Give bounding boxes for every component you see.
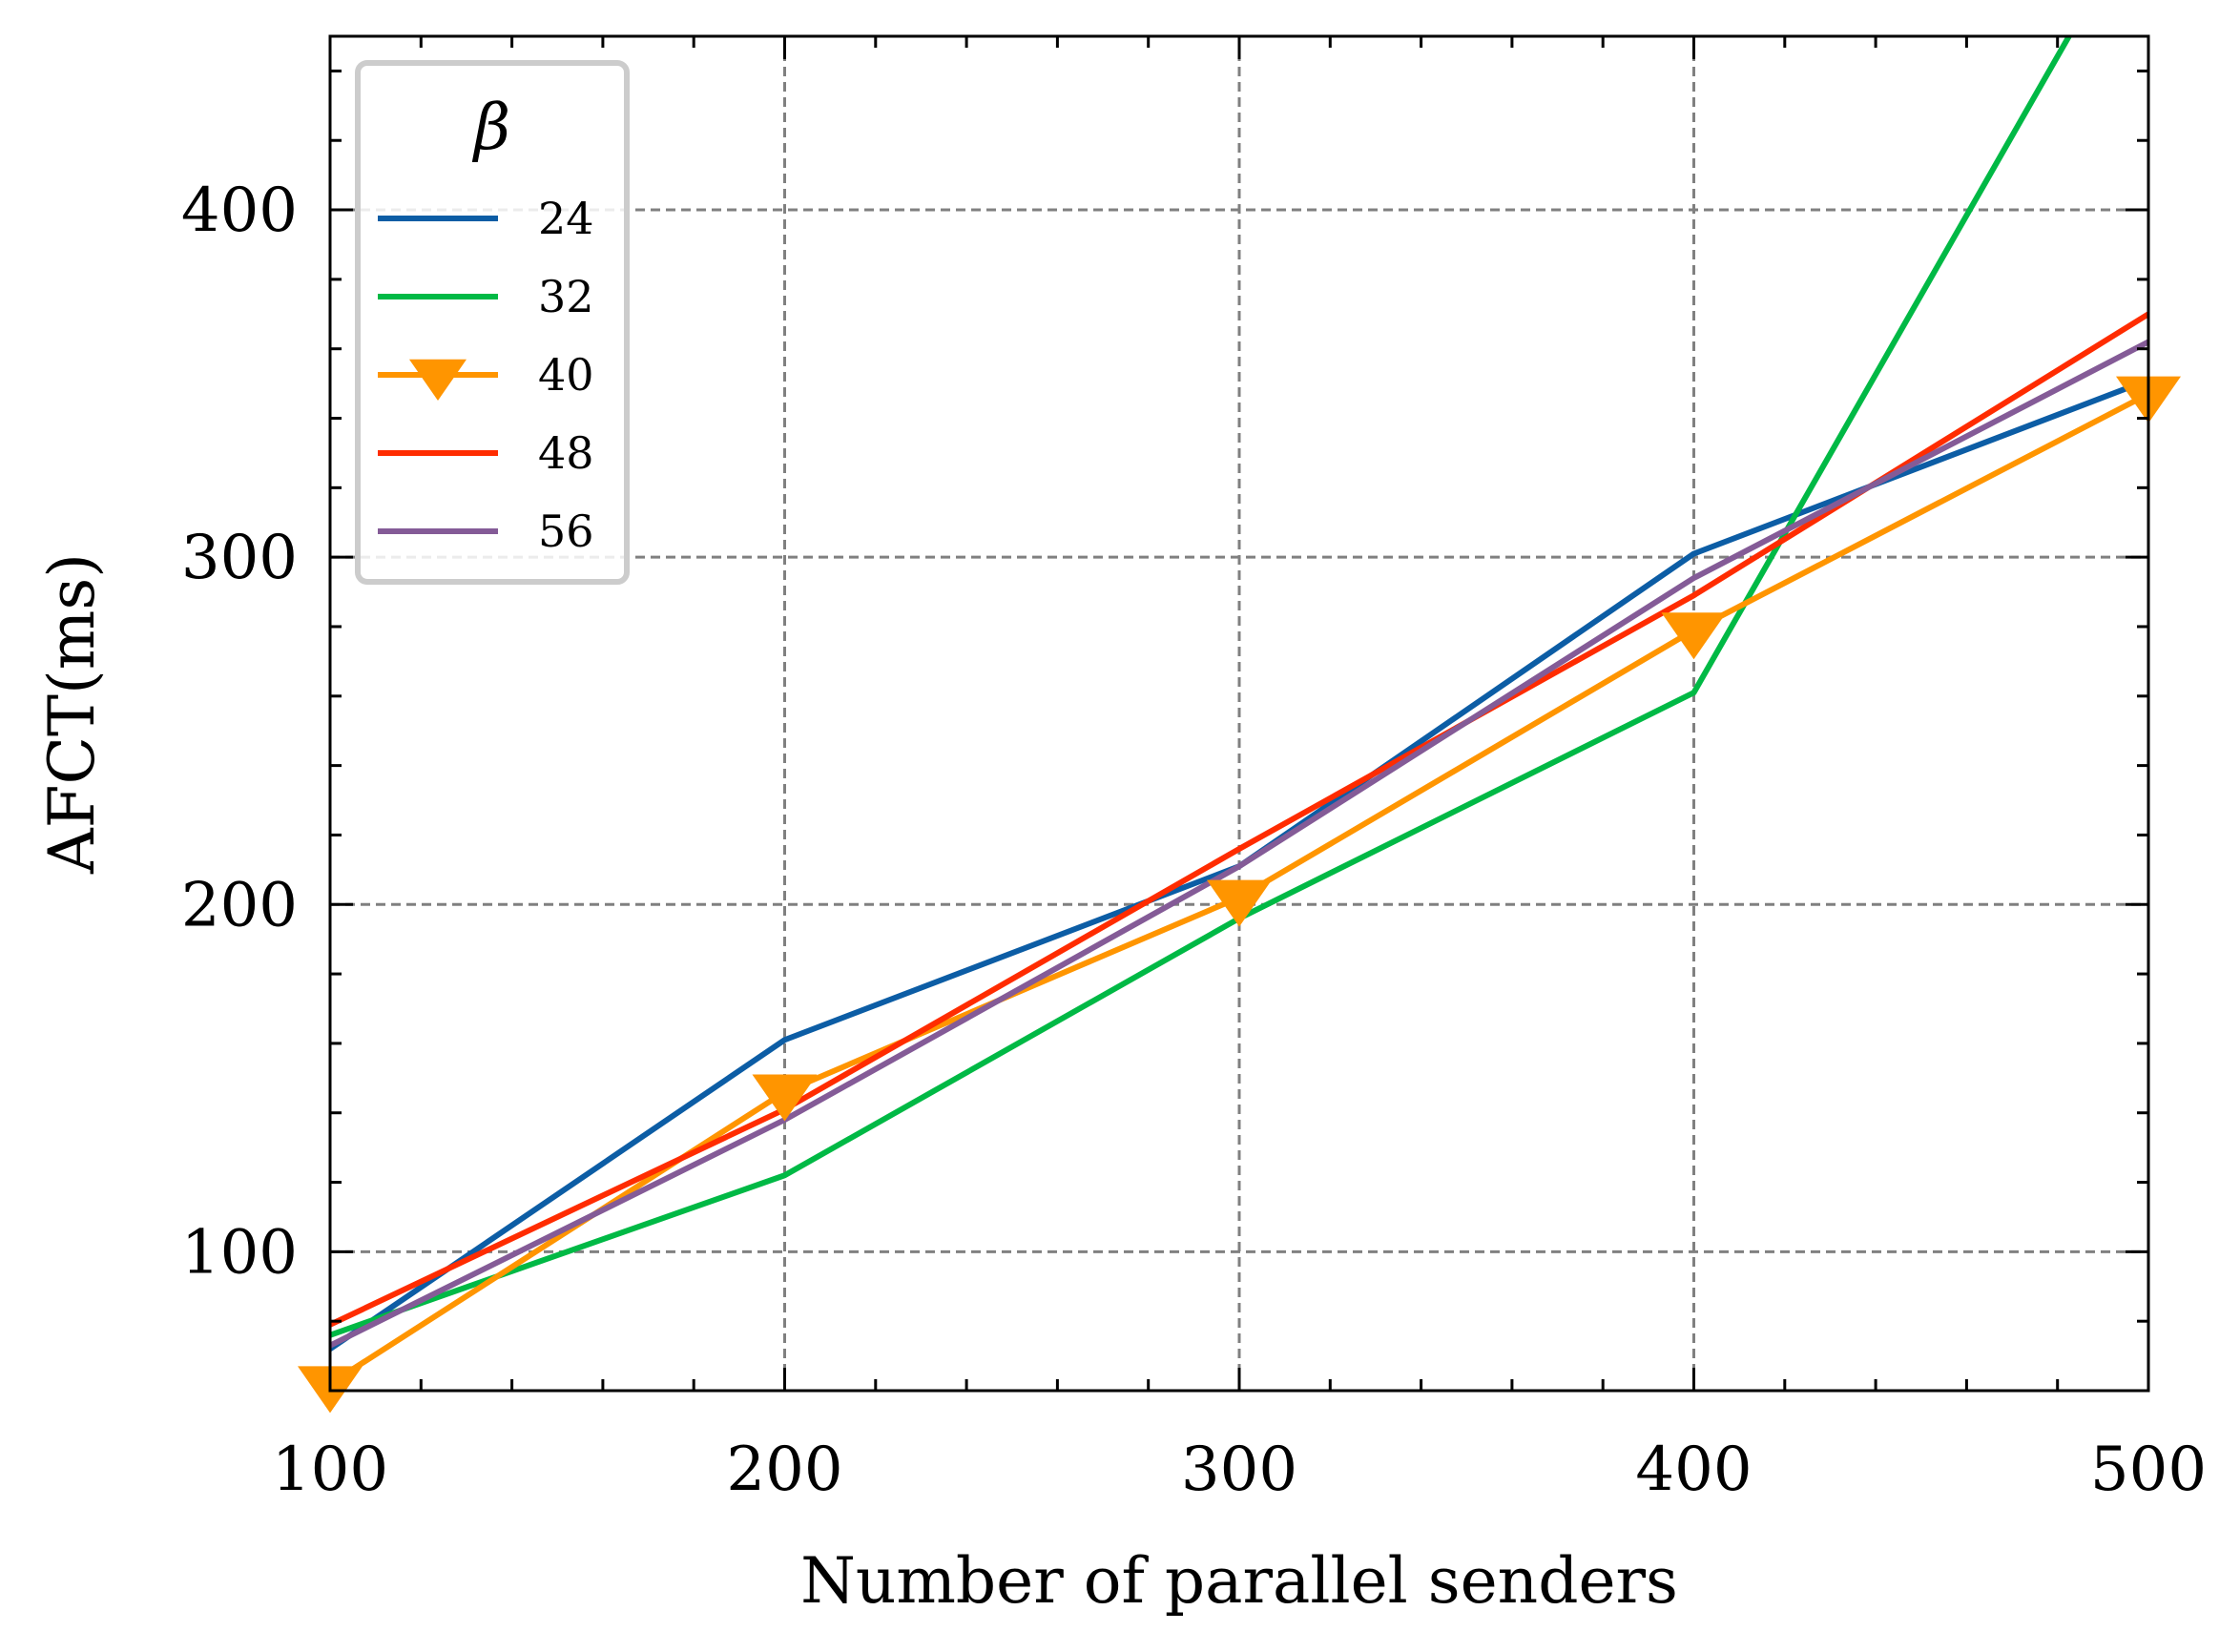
legend-label-40: 40 xyxy=(538,349,594,401)
x-tick-label: 300 xyxy=(1181,1435,1297,1505)
x-tick-label: 500 xyxy=(2090,1435,2207,1505)
legend-marker-40 xyxy=(409,359,467,401)
legend-label-32: 32 xyxy=(538,271,594,322)
x-axis-label: Number of parallel senders xyxy=(800,1544,1678,1618)
y-tick-label: 200 xyxy=(181,870,298,940)
x-tick-label: 400 xyxy=(1635,1435,1752,1505)
tick-labels: 100 200 300 400 500 100 200 300 400 xyxy=(181,176,2207,1505)
legend-title: β xyxy=(471,91,510,164)
x-tick-label: 100 xyxy=(272,1435,388,1505)
series-marker-40 xyxy=(1207,879,1272,927)
legend-label-48: 48 xyxy=(538,427,594,479)
y-tick-label: 100 xyxy=(181,1217,298,1288)
legend-label-24: 24 xyxy=(538,193,594,244)
y-tick-label: 400 xyxy=(181,176,298,246)
series-line-56 xyxy=(330,339,2148,1349)
legend-entries: 24 32 40 48 56 xyxy=(378,193,594,557)
y-tick-label: 300 xyxy=(181,523,298,593)
legend: β 24 32 40 48 56 xyxy=(355,60,630,585)
ticks xyxy=(328,36,2150,1391)
y-axis-label: AFCT(ms) xyxy=(35,553,109,875)
legend-label-56: 56 xyxy=(538,506,594,557)
x-tick-label: 200 xyxy=(726,1435,842,1505)
series-marker-40 xyxy=(752,1074,818,1122)
series-marker-40 xyxy=(1661,612,1727,660)
